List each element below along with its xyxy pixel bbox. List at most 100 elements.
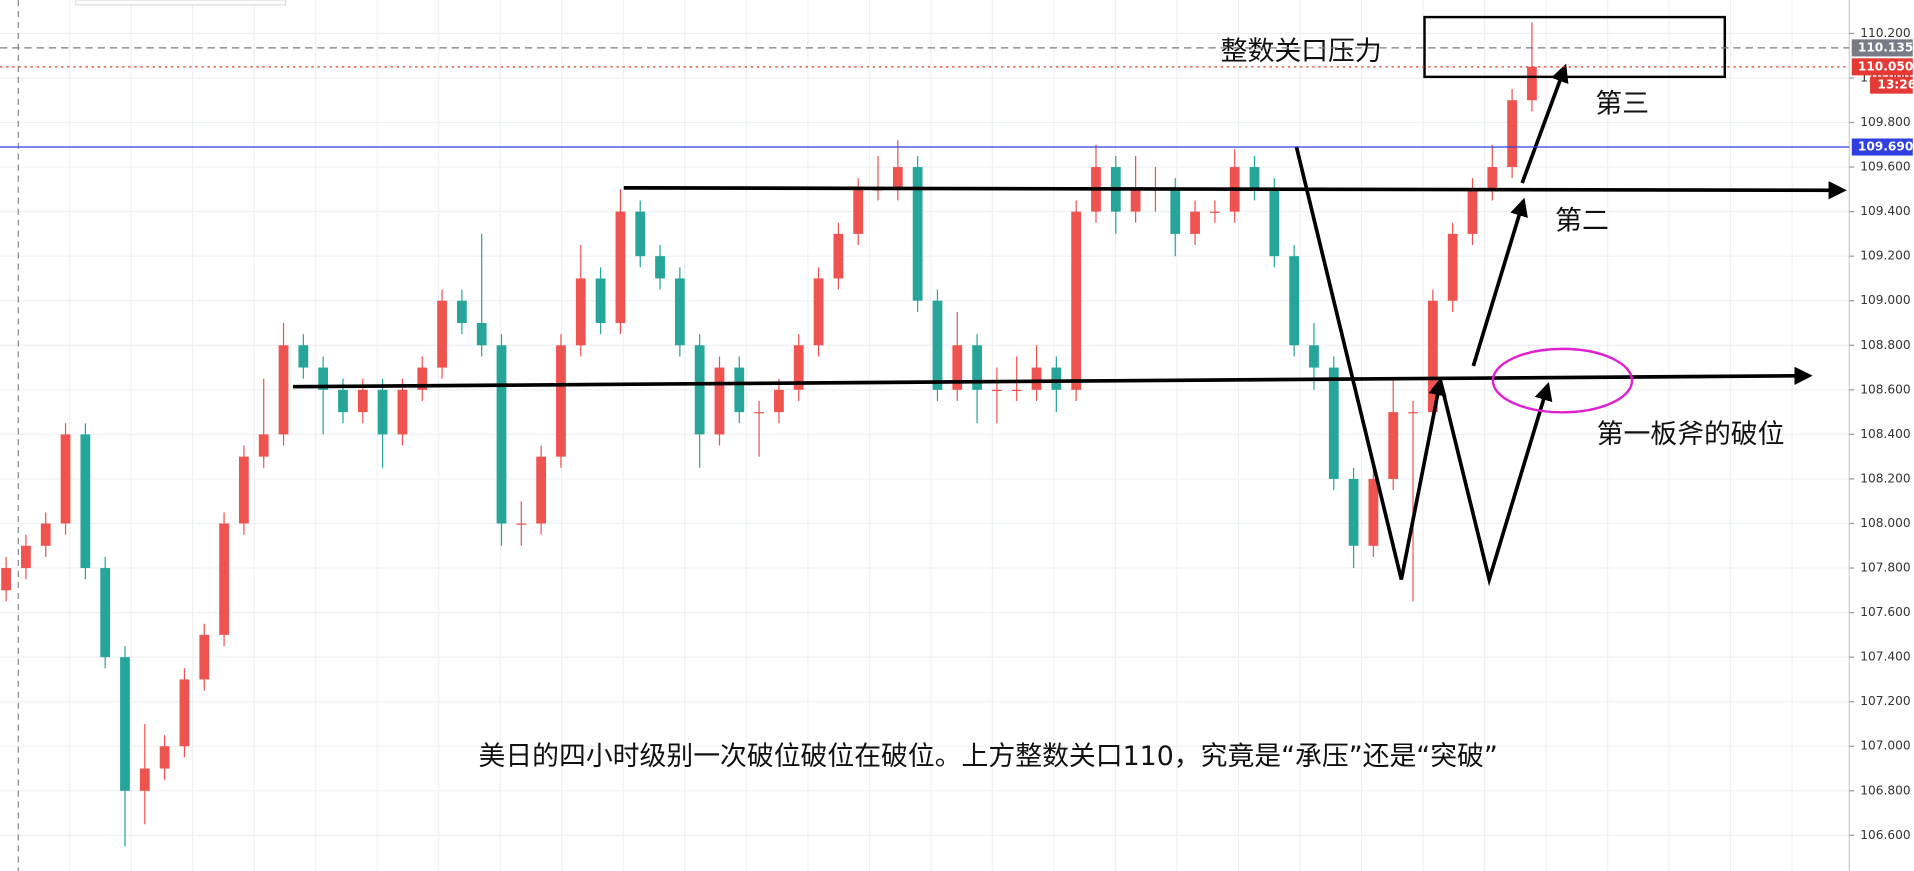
candle-body — [377, 389, 388, 435]
level-line — [292, 366, 1813, 389]
candle-body — [774, 389, 784, 413]
plot — [1, 22, 1537, 847]
price-label: 110.135 — [1858, 40, 1914, 54]
y-tick-label: 108.800 — [1860, 338, 1910, 352]
candle-body — [1348, 478, 1359, 546]
candle-body — [655, 256, 665, 279]
candle-body — [1467, 189, 1478, 234]
price-label: 109.690 — [1858, 140, 1914, 154]
y-tick-label: 110.200 — [1860, 26, 1910, 40]
candle-body — [674, 278, 685, 346]
arrow — [1471, 197, 1528, 367]
y-tick-label: 108.600 — [1860, 382, 1910, 396]
y-tick-label: 107.200 — [1860, 694, 1910, 708]
candle-body — [417, 367, 428, 390]
candle-body — [437, 300, 447, 368]
candle-body — [853, 189, 864, 234]
candle-body — [1527, 66, 1537, 101]
candle-body — [793, 345, 804, 390]
candle-body — [992, 389, 1002, 392]
candle-body — [1051, 367, 1062, 390]
candle-body — [1011, 389, 1022, 392]
candle-body — [159, 746, 170, 769]
candle-body — [496, 345, 507, 524]
candle-body — [932, 300, 943, 390]
candle-body — [1071, 211, 1082, 390]
y-tick-label: 107.600 — [1860, 605, 1910, 619]
candle-body — [754, 412, 764, 414]
candle-body — [139, 768, 150, 791]
candle-body — [734, 367, 745, 413]
y-tick-label: 106.600 — [1860, 828, 1910, 842]
countdown-bg — [1870, 76, 1913, 94]
candle-body — [813, 278, 824, 346]
countdown: 13:26 — [1877, 78, 1914, 92]
candle-body — [1388, 412, 1399, 479]
candle-body — [298, 345, 309, 368]
candle-body — [536, 456, 547, 524]
annotation: 第三 — [1595, 88, 1649, 119]
candle-body — [318, 367, 329, 390]
candle-body — [338, 389, 348, 413]
candle-body — [1447, 233, 1458, 301]
arrow — [1438, 380, 1553, 587]
candle-body — [635, 211, 646, 257]
y-tick-label: 106.800 — [1860, 783, 1910, 797]
candle-body — [694, 345, 705, 435]
price-label-bg — [1851, 39, 1913, 57]
y-tick-label: 109.800 — [1860, 115, 1910, 129]
candle-body — [1289, 256, 1300, 346]
candle-body — [397, 389, 408, 435]
y-tick-label: 107.400 — [1860, 650, 1910, 664]
annotation: 整数关口压力 — [1221, 36, 1382, 67]
arrow — [1520, 63, 1569, 184]
candle-body — [1249, 167, 1260, 190]
candle-body — [179, 679, 190, 747]
candle-body — [892, 167, 903, 190]
candle-body — [1309, 345, 1319, 368]
candle-body — [1368, 478, 1379, 546]
candle-body — [1269, 189, 1280, 257]
candle-body — [476, 323, 487, 346]
y-tick-label: 107.800 — [1860, 561, 1910, 575]
candle-body — [1507, 100, 1517, 168]
price-label-bg — [1851, 58, 1913, 76]
candle-body — [1427, 300, 1438, 413]
candle-body — [258, 434, 269, 457]
annotation: 第一板斧的破位 — [1597, 419, 1785, 450]
toolbar — [75, 0, 287, 6]
y-tick-label: 108.200 — [1860, 471, 1910, 485]
candle-body — [1031, 367, 1042, 390]
candle-body — [615, 211, 626, 324]
y-tick-label: 108.000 — [1860, 516, 1910, 530]
candle-body — [278, 345, 289, 435]
candle-body — [516, 523, 527, 525]
y-tick-label: 107.000 — [1860, 739, 1910, 753]
candle-body — [1170, 189, 1181, 234]
candle-body — [912, 167, 923, 301]
candle-body — [1487, 167, 1498, 190]
candle-body — [357, 389, 368, 413]
highlight-ellipse — [1491, 347, 1634, 414]
candle-body — [100, 568, 111, 658]
candle-body — [120, 657, 130, 791]
candle-body — [239, 456, 249, 524]
candle-body — [456, 300, 467, 324]
candle-body — [219, 523, 229, 635]
candle-body — [1130, 189, 1141, 212]
candle-body — [575, 278, 586, 346]
annotation: 第二 — [1555, 206, 1609, 237]
candle-body — [60, 434, 71, 524]
resistance-box — [1423, 15, 1727, 79]
candle-body — [1190, 211, 1200, 234]
candle-body — [1209, 211, 1220, 213]
candle-body — [21, 545, 31, 569]
candle-body — [595, 278, 606, 324]
candle-body — [80, 434, 91, 569]
y-tick-label: 109.000 — [1860, 293, 1910, 307]
candle-body — [952, 345, 963, 390]
candle-body — [1, 568, 11, 591]
candle-body — [556, 345, 566, 457]
